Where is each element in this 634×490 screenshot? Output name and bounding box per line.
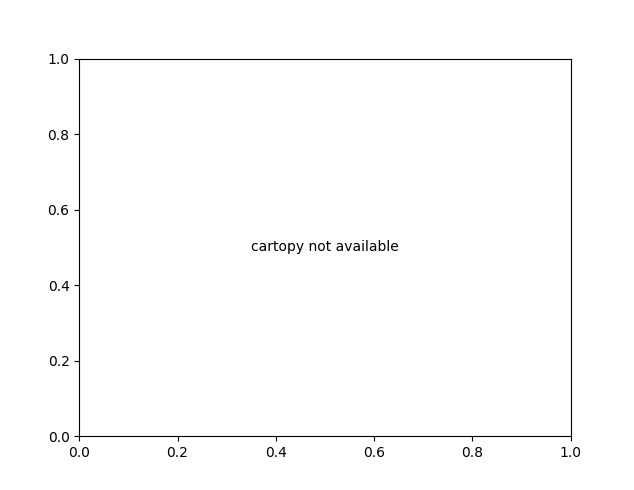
Text: cartopy not available: cartopy not available	[251, 241, 399, 254]
